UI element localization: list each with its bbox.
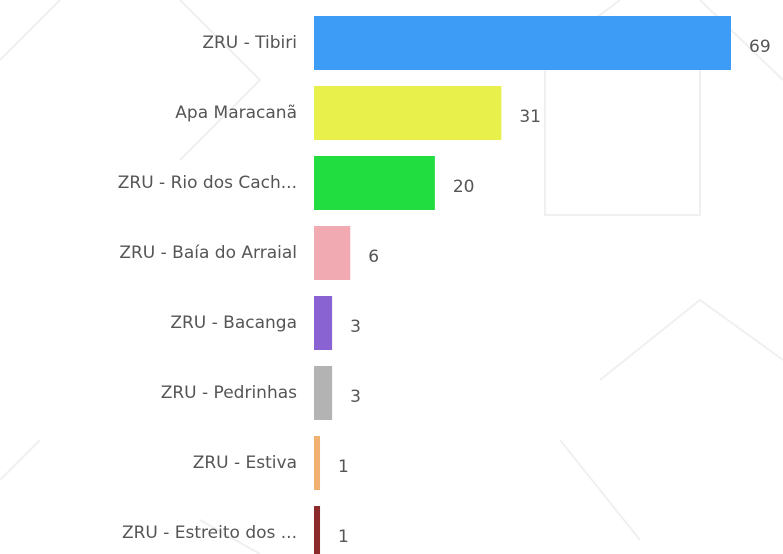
value-label: 1 xyxy=(338,527,349,547)
category-label: ZRU - Bacanga xyxy=(170,313,297,333)
bar xyxy=(314,226,351,280)
value-label: 3 xyxy=(350,317,361,337)
category-label: ZRU - Pedrinhas xyxy=(161,383,297,403)
value-label: 69 xyxy=(749,37,771,57)
category-label: ZRU - Tibiri xyxy=(202,33,297,53)
bar xyxy=(314,156,435,210)
bar xyxy=(314,506,321,554)
category-label: ZRU - Baía do Arraial xyxy=(119,243,297,263)
value-label: 1 xyxy=(338,457,349,477)
category-label: Apa Maracanã xyxy=(175,103,297,123)
bar xyxy=(314,16,731,70)
value-label: 31 xyxy=(519,107,541,127)
value-label: 3 xyxy=(350,387,361,407)
category-label: ZRU - Estreito dos ... xyxy=(122,523,297,543)
bar xyxy=(314,436,321,490)
category-label: ZRU - Rio dos Cach... xyxy=(118,173,297,193)
bar xyxy=(314,366,333,420)
bar xyxy=(314,86,502,140)
value-label: 6 xyxy=(368,247,379,267)
category-label: ZRU - Estiva xyxy=(193,453,297,473)
bar xyxy=(314,296,333,350)
value-label: 20 xyxy=(453,177,475,197)
